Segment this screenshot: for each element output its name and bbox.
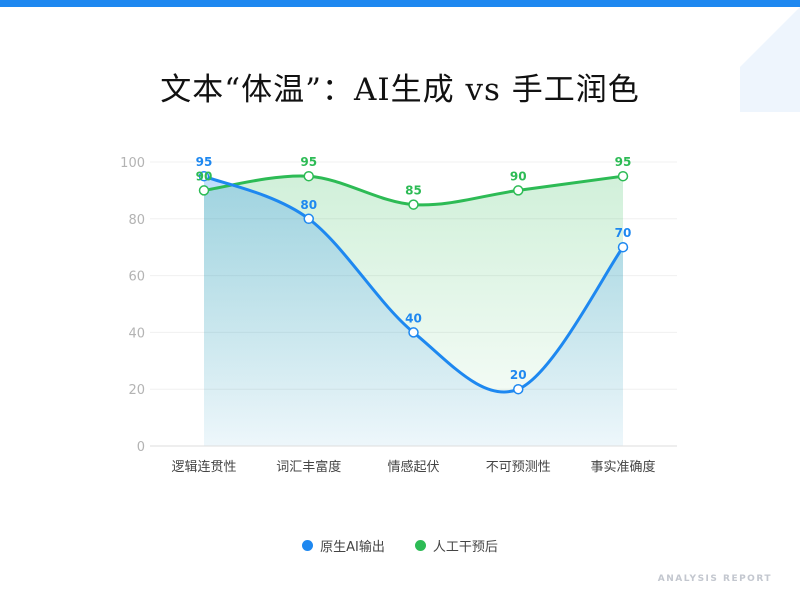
y-tick-label: 20 — [128, 383, 145, 398]
data-label-human: 90 — [510, 169, 527, 183]
top-accent-bar — [0, 0, 800, 7]
data-label-ai: 80 — [300, 198, 317, 212]
y-tick-label: 80 — [128, 213, 145, 228]
data-point-ai[interactable] — [617, 241, 629, 253]
y-tick-label: 40 — [128, 326, 145, 341]
data-label-human: 90 — [196, 169, 213, 183]
y-tick-label: 60 — [128, 270, 145, 285]
legend-marker-ai — [302, 540, 314, 551]
data-point-ai[interactable] — [303, 213, 314, 225]
y-tick-label: 100 — [120, 156, 145, 171]
data-point-human[interactable] — [303, 170, 314, 182]
x-tick-label: 事实准确度 — [590, 459, 655, 475]
x-tick-label: 词汇丰富度 — [276, 459, 341, 475]
footer-label: ANALYSIS REPORT — [657, 574, 772, 584]
data-point-ai[interactable] — [513, 383, 524, 395]
data-point-human[interactable] — [513, 185, 524, 196]
y-tick-label: 0 — [137, 440, 145, 455]
legend: 原生AI输出 人工干预后 — [0, 536, 800, 555]
data-label-ai: 70 — [615, 226, 632, 240]
data-label-human: 85 — [405, 184, 422, 198]
legend-label-ai: 原生AI输出 — [320, 540, 385, 555]
legend-marker-human — [414, 540, 426, 551]
corner-decoration — [740, 7, 800, 112]
data-label-human: 95 — [615, 155, 632, 169]
chart-title: 文本“体温”：AI生成 vs 手工润色 — [160, 72, 640, 108]
data-point-human[interactable] — [408, 199, 419, 210]
data-label-human: 95 — [300, 155, 317, 169]
data-point-ai[interactable] — [198, 170, 210, 182]
series-area-ai — [204, 176, 623, 446]
data-label-ai: 40 — [405, 311, 422, 325]
x-tick-label: 情感起伏 — [387, 459, 439, 475]
legend-item-human[interactable]: 人工干预后 — [414, 536, 498, 555]
x-tick-label: 不可预测性 — [486, 460, 551, 475]
data-point-ai[interactable] — [408, 327, 419, 338]
data-label-ai: 20 — [510, 368, 527, 382]
legend-item-ai[interactable]: 原生AI输出 — [302, 536, 385, 555]
data-point-human[interactable] — [617, 170, 629, 182]
data-point-human[interactable] — [198, 185, 210, 196]
data-label-ai: 95 — [196, 155, 213, 169]
x-tick-label: 逻辑连贯性 — [171, 459, 236, 475]
legend-label-human: 人工干预后 — [432, 540, 498, 555]
